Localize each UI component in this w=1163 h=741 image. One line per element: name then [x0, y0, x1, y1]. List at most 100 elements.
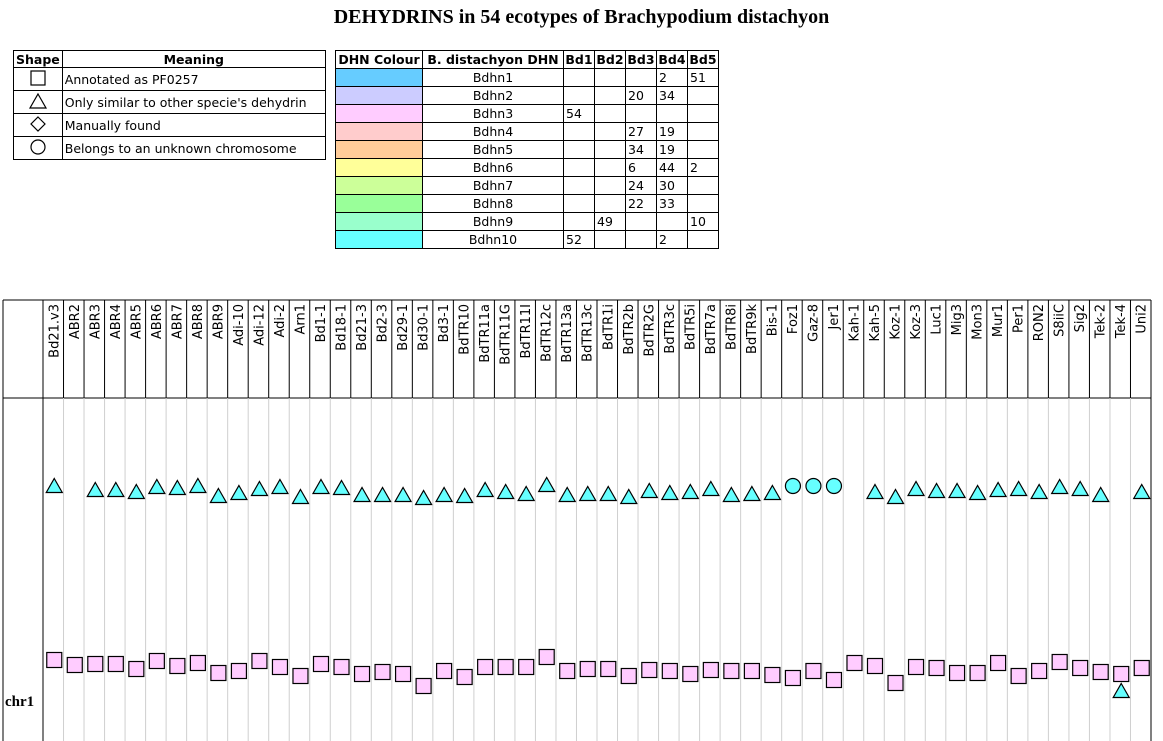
dehydrin-marker-square — [333, 658, 350, 676]
dehydrin-marker-circle — [784, 477, 802, 495]
dehydrin-marker-triangle — [722, 486, 741, 503]
dehydrin-marker-triangle — [332, 479, 351, 496]
ecotype-label: Mig3 — [950, 304, 965, 335]
colour-header-bd2: Bd2 — [594, 50, 626, 69]
dehydrin-marker-triangle — [45, 477, 64, 494]
ecotype-label: Bd3-1 — [437, 304, 452, 342]
ecotype-label: BdTR7a — [704, 304, 719, 354]
dehydrin-marker-triangle — [147, 478, 166, 495]
ecotype-label: Bd2-3 — [376, 304, 391, 342]
dehydrin-marker-triangle — [414, 489, 433, 506]
dehydrin-marker-square — [846, 654, 863, 672]
dehydrin-marker-triangle — [168, 479, 187, 496]
ecotype-label: Uni2 — [1135, 304, 1150, 334]
legend-header-meaning: Meaning — [61, 50, 326, 68]
bd2-count-cell: 49 — [594, 212, 626, 231]
dehydrin-marker-square — [251, 652, 268, 670]
bd3-count-cell: 20 — [625, 86, 657, 105]
dehydrin-marker-triangle — [1050, 478, 1069, 495]
dehydrin-marker-square — [189, 654, 206, 672]
ecotype-label: Tek-2 — [1094, 304, 1109, 339]
dehydrin-marker-square — [436, 662, 453, 680]
dehydrin-marker-triangle — [927, 482, 946, 499]
ecotype-label: S8iiC — [1053, 304, 1068, 337]
dehydrin-marker-triangle — [106, 481, 125, 498]
ecotype-label: Bd29-1 — [396, 304, 411, 351]
ecotype-label: Bd21.v3 — [47, 304, 62, 358]
dehydrin-marker-square — [641, 661, 658, 679]
colour-table-row: Bdhn1 2 51 — [335, 68, 719, 87]
ecotype-label: Bis-1 — [765, 304, 780, 336]
bd4-count-cell: 19 — [656, 140, 688, 159]
ecotype-label: Arn1 — [293, 304, 308, 335]
dhn-name-cell: Bdhn5 — [422, 140, 564, 159]
ecotype-label: BdTR1i — [601, 304, 616, 350]
dehydrin-marker-triangle — [229, 484, 248, 501]
dehydrin-marker-triangle — [640, 482, 659, 499]
dehydrin-marker-square — [1113, 665, 1130, 683]
dehydrin-marker-square — [620, 667, 637, 685]
dehydrin-marker-square — [682, 665, 699, 683]
dehydrin-marker-triangle — [1030, 483, 1049, 500]
dehydrin-marker-circle — [805, 477, 822, 495]
ecotype-label: Mur1 — [991, 304, 1006, 337]
ecotype-label: Bd21-3 — [355, 304, 370, 351]
dehydrin-marker-square — [292, 667, 309, 685]
colour-swatch — [335, 212, 423, 231]
dehydrin-marker-triangle — [311, 478, 331, 495]
dehydrin-marker-square — [723, 662, 740, 680]
dehydrin-marker-square — [107, 655, 124, 673]
ecotype-label: ABR3 — [88, 304, 103, 339]
dehydrin-marker-square — [415, 677, 432, 695]
dehydrin-marker-triangle — [1071, 480, 1090, 497]
ecotype-label: Kah-5 — [868, 304, 883, 341]
dehydrin-marker-triangle — [209, 487, 228, 504]
triangle-icon — [13, 90, 63, 114]
bd5-count-cell — [687, 230, 719, 249]
colour-header-bd4: Bd4 — [656, 50, 688, 69]
dehydrin-marker-square — [1010, 667, 1027, 685]
ecotype-label: Adi-2 — [273, 304, 288, 338]
dehydrin-marker-square — [559, 662, 576, 680]
dehydrin-marker-triangle — [886, 488, 905, 505]
dehydrin-marker-triangle — [537, 476, 556, 493]
ecotype-label: ABR4 — [109, 304, 124, 339]
dhn-name-cell: Bdhn3 — [422, 104, 564, 123]
dehydrin-marker-square — [948, 664, 966, 682]
dehydrin-marker-square — [661, 662, 678, 680]
ecotype-label: BdTR2b — [622, 304, 637, 355]
ecotype-label: Sig2 — [1073, 304, 1088, 332]
dehydrin-marker-square — [600, 660, 617, 678]
dehydrin-marker-square — [969, 664, 986, 682]
ecotype-label: BdTR5i — [683, 304, 698, 350]
dehydrin-marker-square — [887, 674, 904, 692]
dehydrin-marker-triangle — [353, 486, 372, 503]
dehydrin-marker-triangle — [742, 485, 761, 502]
colour-header-dhn-colour: DHN Colour — [335, 50, 423, 69]
colour-table-row: Bdhn10 52 2 — [335, 230, 719, 249]
ecotype-label: Kah-1 — [847, 304, 862, 341]
ecotype-label: BdTR12c — [540, 304, 555, 362]
ecotype-label: Foz1 — [786, 304, 801, 334]
dehydrin-marker-square — [477, 658, 494, 676]
colour-header-bd5: Bd5 — [687, 50, 719, 69]
dehydrin-marker-triangle — [476, 481, 495, 498]
colour-table-row: Bdhn9 49 10 — [335, 212, 719, 231]
colour-table-row: Bdhn4 27 19 — [335, 122, 719, 141]
dehydrin-marker-square — [128, 660, 145, 678]
bd4-count-cell: 2 — [656, 230, 688, 249]
dehydrin-marker-square — [702, 661, 719, 679]
ecotype-label: Luc1 — [930, 304, 945, 335]
dehydrin-marker-triangle — [270, 478, 289, 495]
ecotype-label: BdTR10 — [458, 304, 473, 355]
colour-header-bd1: Bd1 — [563, 50, 595, 69]
dehydrin-marker-square — [990, 654, 1007, 672]
ecotype-label: Per1 — [1012, 304, 1027, 333]
dehydrin-marker-triangle — [291, 488, 310, 505]
ecotype-label: BdTR11a — [478, 304, 493, 363]
ecotype-label: ABR8 — [191, 304, 206, 339]
dehydrin-marker-triangle — [373, 486, 392, 503]
legend-header-shape: Shape — [13, 50, 63, 68]
ecotype-label: ABR6 — [150, 304, 165, 339]
dehydrin-marker-triangle — [188, 477, 207, 494]
